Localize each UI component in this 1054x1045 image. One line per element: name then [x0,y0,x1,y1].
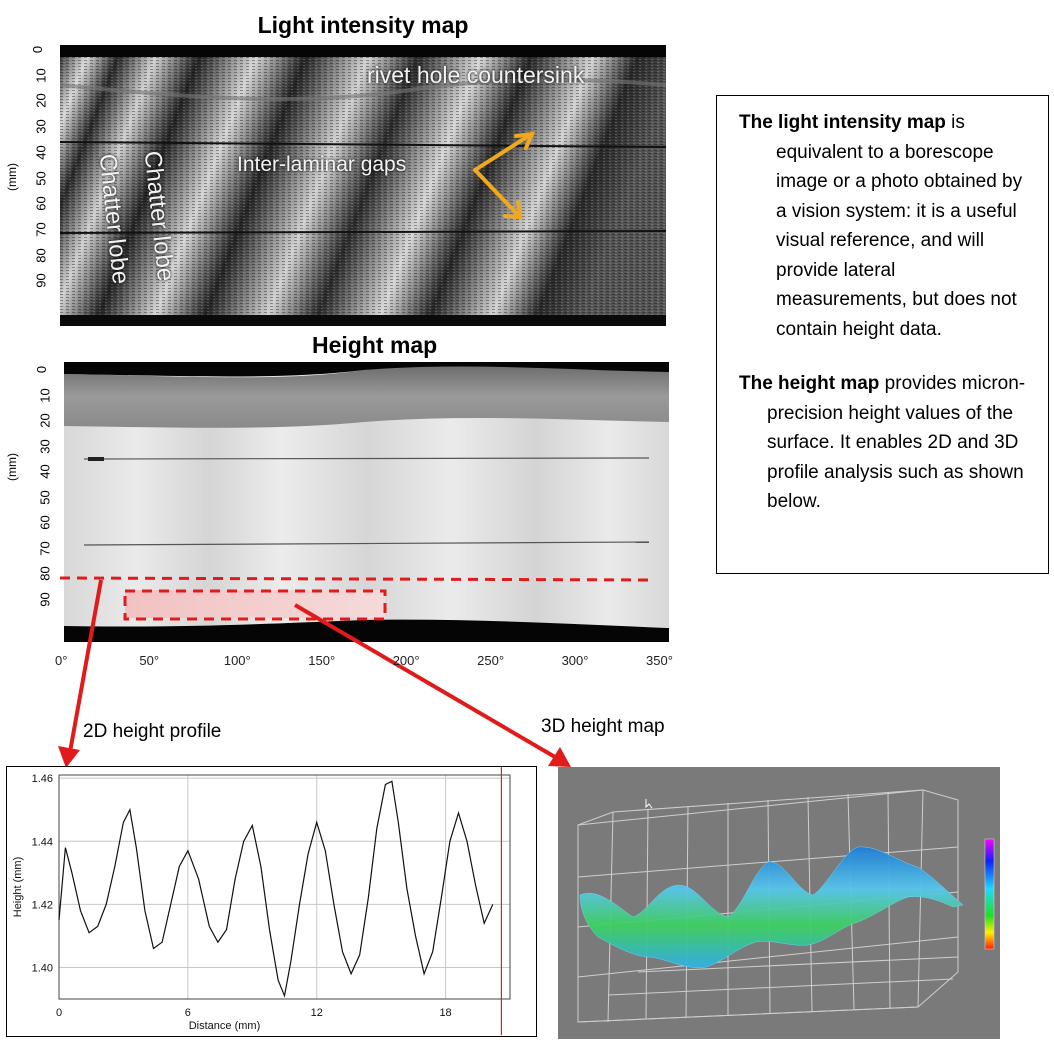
map3d-svg [577,789,995,1023]
profile-x-tick-label: 12 [311,1007,323,1019]
height-x-axis: 0° 50° 100° 150° 200° 250° 300° 350° [0,653,700,673]
profile-y-tick-label: 1.40 [32,962,53,974]
height-x-tick: 300° [561,653,589,668]
description-intensity: The light intensity map is equivalent to… [739,108,1030,344]
description-height: The height map provides micron-precision… [739,369,1030,517]
map3d-panel [558,767,1000,1039]
height-x-tick: 0° [55,653,68,668]
description-box: The light intensity map is equivalent to… [716,95,1049,574]
profile-label: 2D height profile [83,721,222,742]
profile-y-tick-label: 1.42 [32,899,53,911]
height-x-tick: 250° [477,653,505,668]
profile-y-tick-label: 1.44 [32,836,53,848]
gaps-label: Inter-laminar gaps [237,153,407,176]
description-height-bold: The height map [739,373,880,394]
description-intensity-text: is equivalent to a borescope image or a … [776,112,1023,340]
profile-chart: 0 6 12 18 1.40 1.42 1.44 1.46 Distance (mm) Heigh… [12,767,511,1035]
intensity-map-title: Light intensity map [257,12,469,38]
height-map-dashed-line [59,576,656,582]
height-map-title: Height map [312,332,438,358]
profile-y-tick-label: 1.46 [32,773,53,785]
height-x-tick: 100° [223,653,251,668]
intensity-map-svg [60,45,666,326]
profile-chart-frame: 0 6 12 18 1.40 1.42 1.44 1.46 Distance (mm) Heigh… [6,766,537,1037]
height-x-tick: 150° [308,653,336,668]
height-x-tick: 200° [392,653,420,668]
profile-y-axis-label: Height (mm) [12,857,24,918]
description-intensity-bold: The light intensity map [739,112,946,133]
profile-x-tick-label: 6 [185,1007,191,1019]
map3d-label: 3D height map [541,716,665,737]
description-height-text: provides micron-precision height values … [767,373,1026,512]
cursor-icon [645,799,653,809]
height-map-dashed-box [123,589,387,621]
height-x-tick: 50° [139,653,160,668]
intensity-map-image: rivet hole countersink Inter-laminar gap… [60,45,666,326]
height-x-tick: 350° [646,653,673,668]
map3d-surface [579,846,964,969]
profile-x-tick-label: 18 [439,1007,451,1019]
profile-plot-frame [58,774,511,1000]
profile-x-tick-label: 0 [56,1007,62,1019]
connector-arrows [58,579,571,768]
countersink-label: rivet hole countersink [367,62,585,88]
gap-arrows [473,131,536,220]
profile-series-line [58,780,494,998]
profile-x-axis-label: Distance (mm) [189,1020,261,1032]
map3d-color-scale [984,838,995,950]
